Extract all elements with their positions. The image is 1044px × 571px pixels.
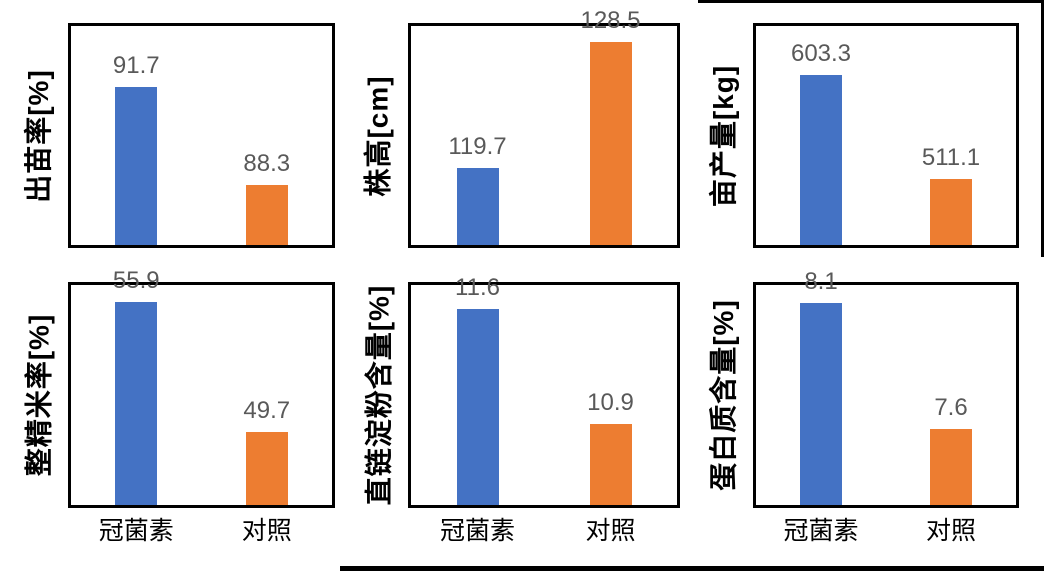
y-axis-title: 出苗率[%] xyxy=(23,68,55,203)
bar-control xyxy=(245,431,288,505)
chart-emergence-rate: 出苗率[%] 91.7 88.3 xyxy=(23,23,335,248)
plot-area: 119.7 128.5 xyxy=(411,8,677,245)
y-axis-title: 蛋白质含量[%] xyxy=(708,299,740,491)
plot-area: 11.6 10.9 xyxy=(411,276,677,505)
value-label-coronatine: 91.7 xyxy=(112,51,160,79)
top-border-line xyxy=(698,0,1044,3)
value-label-control: 7.6 xyxy=(934,394,968,422)
value-label-coronatine: 11.6 xyxy=(455,274,500,302)
bar-coronatine xyxy=(115,86,158,245)
bar-coronatine xyxy=(456,309,499,505)
bar-coronatine xyxy=(456,167,499,245)
y-axis-title-box: 蛋白质含量[%] xyxy=(694,285,750,505)
chart-yield-per-mu: 亩产量[kg] 603.3 511.1 xyxy=(708,23,1019,248)
value-label-control: 10.9 xyxy=(587,388,634,416)
bar-control xyxy=(930,429,972,505)
plot-area: 8.1 7.6 xyxy=(756,269,1016,505)
value-label-control: 88.3 xyxy=(243,149,291,177)
value-label-control: 128.5 xyxy=(580,6,641,34)
x-tick-control: 对照 xyxy=(585,517,636,545)
chart-head-rice-rate: 整精米率[%] 55.9 49.7 冠菌素 对照 xyxy=(23,268,335,544)
bar-control xyxy=(245,184,288,245)
value-label-coronatine: 55.9 xyxy=(112,266,160,294)
bar-control xyxy=(930,179,972,245)
value-label-coronatine: 603.3 xyxy=(790,40,852,68)
y-axis-title-box: 株高[cm] xyxy=(349,26,405,245)
plot-area: 603.3 511.1 xyxy=(756,26,1016,245)
bar-coronatine xyxy=(800,75,842,245)
value-label-control: 511.1 xyxy=(921,144,981,172)
value-label-coronatine: 119.7 xyxy=(448,132,507,160)
bar-control xyxy=(589,41,632,245)
y-axis-title-box: 亩产量[kg] xyxy=(694,26,750,245)
y-axis-title: 整精米率[%] xyxy=(23,313,55,477)
bar-control xyxy=(589,423,632,505)
x-tick-coronatine: 冠菌素 xyxy=(439,517,516,545)
y-axis-title: 株高[cm] xyxy=(363,74,394,197)
x-tick-control: 对照 xyxy=(925,517,977,545)
chart-plant-height: 株高[cm] 119.7 128.5 xyxy=(363,8,680,248)
right-border-line xyxy=(1041,0,1044,257)
value-label-coronatine: 8.1 xyxy=(804,267,838,295)
x-tick-control: 对照 xyxy=(241,517,292,545)
y-axis-title-box: 直链淀粉含量[%] xyxy=(349,284,405,506)
x-tick-coronatine: 冠菌素 xyxy=(98,517,174,545)
plot-area: 91.7 88.3 xyxy=(71,26,332,245)
value-label-control: 49.7 xyxy=(243,396,291,424)
plot-area: 55.9 49.7 xyxy=(71,268,332,505)
y-axis-title-box: 出苗率[%] xyxy=(9,26,65,245)
x-tick-coronatine: 冠菌素 xyxy=(783,517,859,545)
chart-amylose-content: 直链淀粉含量[%] 11.6 10.9 冠菌素 对照 xyxy=(363,276,680,544)
bottom-border-line xyxy=(340,566,1044,571)
bar-coronatine xyxy=(115,301,158,505)
bar-coronatine xyxy=(800,302,842,505)
y-axis-title-box: 整精米率[%] xyxy=(9,285,65,505)
chart-protein-content: 蛋白质含量[%] 8.1 7.6 冠菌素 对照 xyxy=(708,269,1019,544)
y-axis-title: 亩产量[kg] xyxy=(708,64,740,207)
y-axis-title: 直链淀粉含量[%] xyxy=(363,284,395,506)
